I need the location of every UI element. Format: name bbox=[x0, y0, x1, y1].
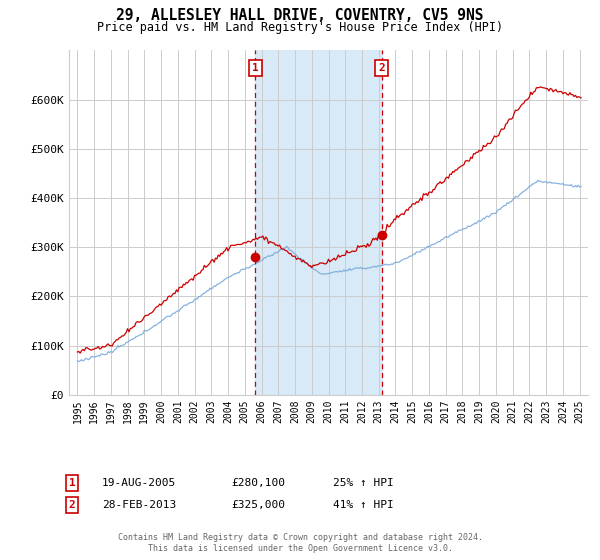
Text: 1: 1 bbox=[252, 63, 259, 73]
Text: 29, ALLESLEY HALL DRIVE, COVENTRY, CV5 9NS: 29, ALLESLEY HALL DRIVE, COVENTRY, CV5 9… bbox=[116, 8, 484, 24]
Text: £280,100: £280,100 bbox=[231, 478, 285, 488]
Text: 1: 1 bbox=[68, 478, 76, 488]
Text: 19-AUG-2005: 19-AUG-2005 bbox=[102, 478, 176, 488]
Text: Price paid vs. HM Land Registry's House Price Index (HPI): Price paid vs. HM Land Registry's House … bbox=[97, 21, 503, 34]
Text: 25% ↑ HPI: 25% ↑ HPI bbox=[333, 478, 394, 488]
Bar bbox=[256, 50, 382, 395]
Text: 2: 2 bbox=[68, 500, 76, 510]
Text: 41% ↑ HPI: 41% ↑ HPI bbox=[333, 500, 394, 510]
Text: Contains HM Land Registry data © Crown copyright and database right 2024.
This d: Contains HM Land Registry data © Crown c… bbox=[118, 533, 482, 553]
Text: £325,000: £325,000 bbox=[231, 500, 285, 510]
Text: 28-FEB-2013: 28-FEB-2013 bbox=[102, 500, 176, 510]
Text: 2: 2 bbox=[378, 63, 385, 73]
